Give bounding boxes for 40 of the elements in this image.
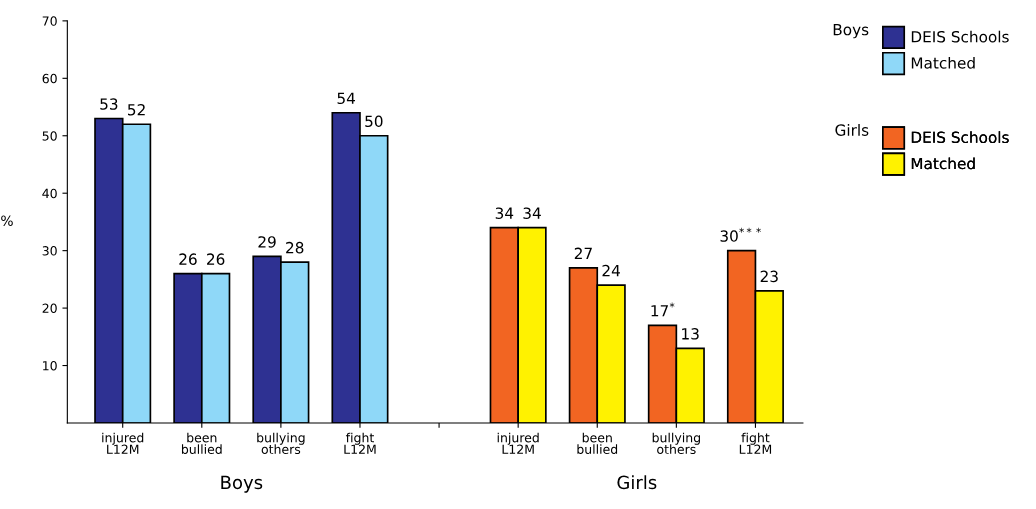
x-tick-label: fight L12M: [739, 432, 772, 454]
x-tick-label: injured L12M: [497, 432, 539, 454]
y-axis-title: %: [1, 215, 13, 226]
data-label: 26: [207, 253, 225, 265]
data-label: 17$^{*}$: [651, 302, 675, 317]
y-tick-label: 50: [42, 131, 57, 141]
data-label: 28: [286, 241, 304, 254]
text: Girls: [617, 475, 657, 490]
y-tick-label: 70: [42, 16, 57, 26]
data-label: 34: [523, 207, 541, 219]
text: Boys: [833, 24, 869, 39]
text: Boys: [221, 475, 263, 493]
data-label: 29: [258, 236, 276, 248]
y-tick-label: 20: [42, 303, 57, 314]
data-label: 52: [128, 104, 145, 116]
y-tick-label: 30: [42, 246, 57, 256]
x-tick-label: bullying others: [652, 432, 700, 454]
x-tick-label: fight L12M: [344, 432, 376, 454]
legend-label: Matched: [911, 157, 975, 170]
legend-label: DEIS Schools: [911, 131, 1009, 144]
data-label: 50: [365, 115, 383, 128]
legend-label: Matched: [911, 56, 975, 69]
y-tick-label: 10: [43, 361, 57, 371]
data-label: 30$^{***}$: [720, 227, 761, 242]
data-label: 27: [574, 247, 592, 259]
y-tick-label: 60: [42, 73, 57, 84]
x-tick-label: been bullied: [577, 432, 618, 454]
data-label: 13: [682, 328, 699, 340]
data-label: 26: [179, 253, 197, 265]
data-label: 54: [337, 92, 355, 105]
legend-label: DEIS Schools: [911, 30, 1009, 43]
data-label: 53: [100, 98, 118, 110]
data-label: 23: [760, 270, 778, 283]
x-tick-label: been bullied: [181, 432, 222, 454]
y-tick-label: 40: [42, 188, 57, 199]
data-label: 34: [495, 207, 514, 219]
x-tick-label: injured L12M: [102, 432, 144, 454]
x-tick-label: bullying others: [257, 432, 305, 454]
data-label: 24: [602, 264, 620, 277]
text: Girls: [835, 124, 869, 136]
